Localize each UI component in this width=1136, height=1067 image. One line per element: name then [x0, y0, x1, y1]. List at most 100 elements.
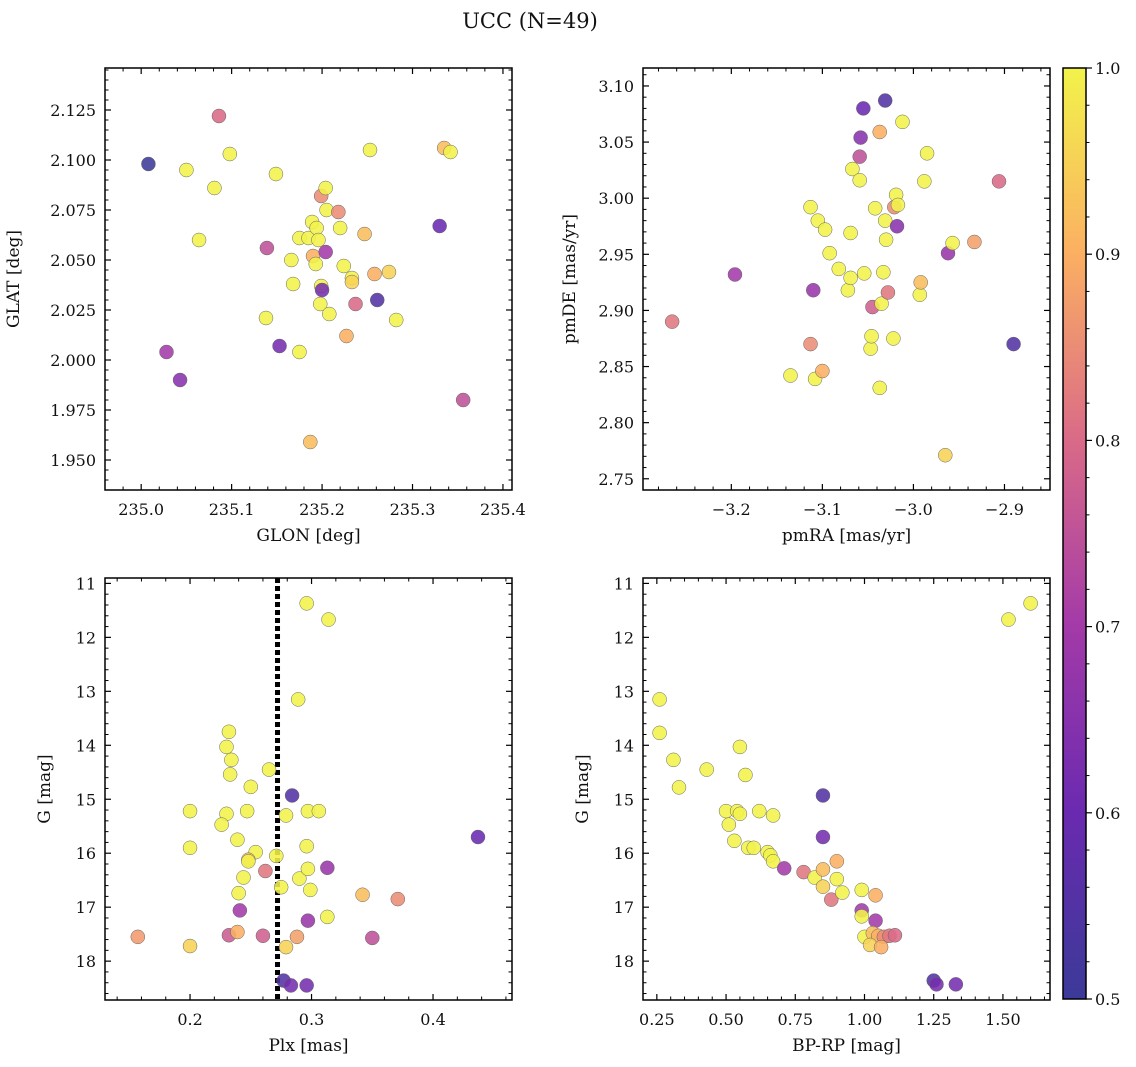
data-point — [829, 854, 845, 869]
data-point — [318, 180, 333, 196]
y-tick-label: 17 — [76, 898, 96, 917]
y-tick-label: 2.100 — [50, 151, 96, 170]
y-tick-label: 2.025 — [50, 301, 96, 320]
x-tick-label: 235.2 — [299, 500, 345, 519]
data-point — [355, 887, 370, 903]
x-tick-label: 0.75 — [777, 1010, 813, 1029]
data-point — [283, 978, 299, 993]
data-point — [261, 762, 277, 777]
y-tick-label: 12 — [614, 628, 634, 647]
data-point — [868, 888, 883, 903]
data-point — [877, 93, 893, 108]
y-tick-label: 16 — [76, 844, 96, 863]
y-tick-label: 16 — [614, 844, 634, 863]
data-point — [864, 328, 879, 344]
axes-frame — [642, 577, 1051, 1001]
data-point — [699, 762, 714, 777]
data-point — [369, 292, 385, 308]
data-point — [299, 978, 314, 993]
data-point — [806, 282, 821, 298]
y-tick-label: 2.80 — [598, 414, 634, 433]
data-point — [803, 336, 818, 352]
y-axis-label: GLAT [deg] — [4, 230, 24, 328]
data-point — [300, 861, 316, 877]
data-point — [259, 240, 275, 256]
data-point — [815, 788, 831, 803]
data-point — [182, 840, 198, 856]
data-point — [664, 314, 680, 329]
data-point — [652, 692, 667, 707]
data-point — [817, 222, 833, 237]
data-point — [852, 172, 867, 188]
data-point — [863, 341, 878, 356]
data-point — [381, 264, 397, 280]
colorbar: 0.5 0.6 0.7 0.8 0.9 1.0 — [1062, 59, 1120, 1009]
y-tick-label: 3.10 — [598, 77, 634, 96]
y-tick-label: 17 — [614, 898, 634, 917]
data-point — [222, 146, 238, 162]
data-point — [868, 913, 883, 928]
data-point — [269, 848, 284, 864]
data-point — [919, 146, 935, 161]
y-tick-label: 3.00 — [598, 189, 634, 208]
y-tick-label: 2.75 — [598, 470, 634, 489]
y-tick-label: 15 — [614, 790, 634, 809]
data-point — [332, 220, 348, 236]
data-point — [845, 161, 860, 177]
x-tick-label: 0.25 — [639, 1010, 675, 1029]
data-point — [224, 752, 239, 768]
data-point — [824, 892, 839, 907]
data-point — [938, 447, 953, 463]
data-point — [239, 803, 255, 819]
data-point — [732, 806, 748, 822]
y-tick-label: 3.05 — [598, 133, 634, 152]
colorbar-tick-label: 0.9 — [1095, 245, 1120, 264]
data-point — [272, 338, 287, 354]
data-point — [856, 101, 871, 116]
data-point — [945, 235, 960, 251]
data-point — [207, 180, 222, 196]
x-tick-label: 1.25 — [916, 1010, 952, 1029]
data-point — [917, 174, 932, 189]
y-axis-label: pmDE [mas/yr] — [560, 214, 580, 344]
data-point — [222, 767, 238, 782]
y-tick-label: 2.85 — [598, 358, 634, 377]
data-point — [671, 780, 687, 795]
data-point — [318, 244, 333, 260]
x-tick-label: 235.1 — [209, 500, 255, 519]
y-tick-label: 11 — [614, 574, 634, 593]
data-point — [241, 854, 256, 869]
data-point — [470, 829, 486, 845]
data-point — [357, 226, 372, 242]
data-point — [236, 870, 251, 885]
data-point — [322, 306, 337, 322]
data-point — [752, 803, 767, 819]
data-point — [258, 310, 274, 326]
data-point — [292, 344, 307, 360]
data-point — [214, 817, 229, 832]
x-tick-label: −3.0 — [894, 500, 933, 519]
colorbar-tick-label: 0.5 — [1095, 990, 1120, 1009]
data-point — [290, 692, 306, 707]
data-point — [732, 739, 748, 755]
y-tick-label: 2.050 — [50, 251, 96, 270]
axes-frame — [104, 577, 513, 1001]
data-point — [231, 885, 246, 901]
data-point — [443, 144, 458, 160]
data-point — [776, 861, 792, 876]
y-tick-label: 2.075 — [50, 201, 96, 220]
data-point — [890, 197, 906, 213]
y-tick-label: 13 — [76, 682, 96, 701]
figure-title: UCC (N=49) — [462, 9, 598, 33]
data-point — [887, 927, 903, 943]
data-point — [285, 276, 301, 292]
y-tick-label: 13 — [614, 682, 634, 701]
data-point — [130, 929, 146, 945]
data-point — [284, 252, 299, 268]
data-point — [314, 282, 330, 298]
data-point — [273, 879, 289, 895]
data-point — [803, 199, 818, 215]
x-tick-label: 0.50 — [708, 1010, 744, 1029]
data-point — [284, 788, 300, 803]
